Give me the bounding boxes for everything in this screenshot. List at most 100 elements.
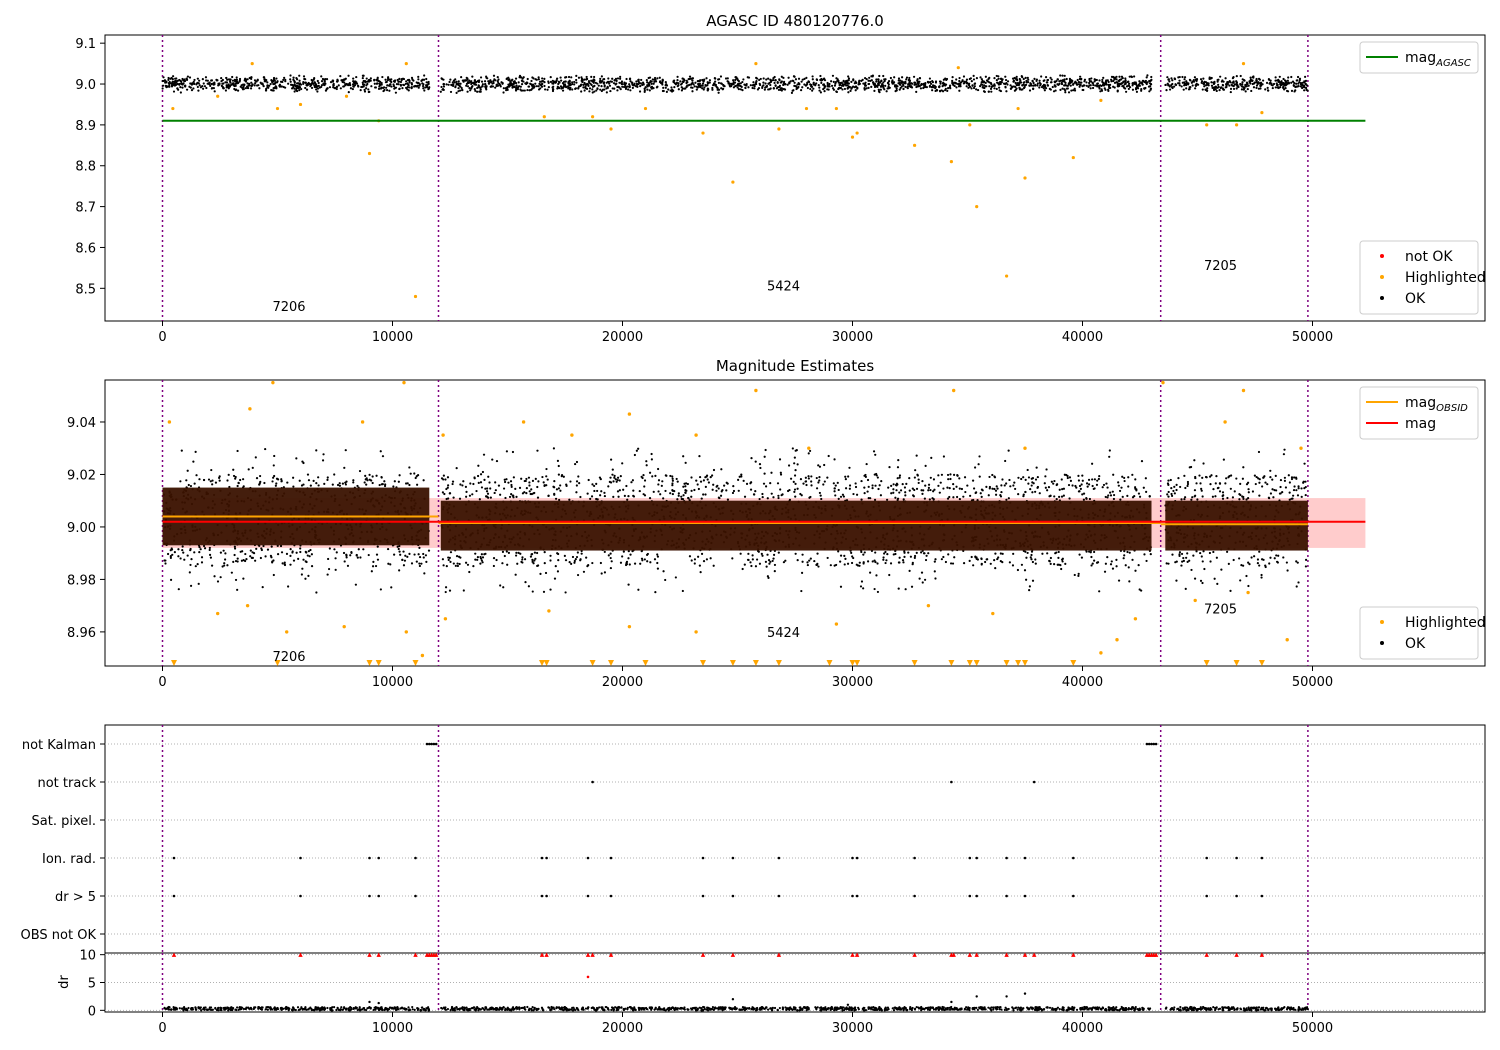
- ok-point: [519, 85, 522, 88]
- ok-point: [855, 81, 858, 85]
- ok-point: [750, 481, 753, 484]
- ok-point: [266, 81, 269, 84]
- highlighted-point: [1260, 111, 1264, 115]
- ok-point: [779, 473, 783, 476]
- ok-point: [181, 545, 184, 548]
- ok-point: [386, 547, 390, 551]
- ok-point: [821, 78, 824, 82]
- ok-point: [280, 480, 283, 483]
- ok-point: [1093, 80, 1096, 83]
- ok-point: [211, 483, 214, 486]
- ok-point: [767, 88, 770, 91]
- ok-point: [406, 88, 409, 91]
- ok-point: [264, 555, 267, 558]
- ok-point: [1116, 89, 1119, 92]
- ok-point: [326, 87, 329, 90]
- ok-point: [766, 553, 769, 556]
- ok-point: [249, 555, 252, 558]
- ok-point: [250, 84, 253, 88]
- ok-point: [1063, 88, 1066, 91]
- ok-point: [662, 86, 665, 89]
- ok-point: [725, 481, 728, 484]
- ok-point: [311, 81, 314, 84]
- ok-point: [573, 83, 576, 86]
- ok-point: [165, 86, 168, 89]
- ok-point: [1115, 78, 1118, 81]
- ok-point: [1117, 481, 1120, 484]
- ok-point: [209, 556, 212, 559]
- ok-point: [442, 474, 445, 477]
- ok-point: [1253, 81, 1256, 84]
- ok-point: [820, 81, 823, 85]
- ok-point: [195, 474, 198, 477]
- ok-point: [1173, 77, 1176, 80]
- ok-point: [664, 86, 667, 89]
- ok-point: [1096, 85, 1099, 88]
- ok-point: [1134, 87, 1138, 90]
- legend-dot-swatch: [1380, 275, 1384, 279]
- ok-point: [1048, 560, 1051, 563]
- ok-point: [749, 488, 753, 491]
- ok-point: [315, 88, 318, 91]
- ok-point: [1043, 89, 1046, 92]
- highlighted-point: [1005, 274, 1009, 278]
- ok-point: [971, 84, 974, 87]
- ok-point: [1060, 567, 1063, 571]
- ok-point: [841, 88, 844, 91]
- highlighted-point: [804, 106, 809, 111]
- ok-point: [793, 75, 796, 78]
- ok-point: [1218, 89, 1221, 92]
- ok-point: [894, 90, 897, 93]
- ok-point: [779, 87, 782, 90]
- ok-point: [1178, 82, 1181, 85]
- ok-point: [534, 477, 537, 480]
- ok-point: [239, 478, 242, 482]
- ok-point: [782, 81, 786, 85]
- ok-point: [1181, 81, 1184, 84]
- ok-point: [238, 77, 242, 81]
- ok-point: [845, 84, 848, 87]
- legend-label: OK: [1405, 291, 1426, 307]
- ok-point: [741, 80, 744, 84]
- ok-point: [1064, 91, 1067, 94]
- ok-point: [1099, 90, 1102, 93]
- ok-point: [205, 79, 208, 82]
- ok-point: [794, 84, 797, 88]
- ok-point: [455, 91, 458, 94]
- ok-point: [583, 89, 586, 92]
- ok-point: [530, 79, 533, 83]
- ok-point: [613, 79, 616, 82]
- ok-point: [210, 564, 214, 567]
- ok-point: [1087, 478, 1091, 481]
- ok-point: [742, 78, 745, 81]
- ok-point: [1006, 80, 1010, 83]
- ok-point: [220, 77, 223, 80]
- ok-point: [203, 85, 207, 88]
- ok-point: [805, 483, 808, 487]
- ok-point: [874, 453, 877, 456]
- ok-point: [1187, 88, 1191, 91]
- ok-point: [1232, 87, 1236, 91]
- legend-label: Highlighted: [1405, 270, 1486, 286]
- ok-point: [482, 453, 486, 456]
- ok-point: [552, 85, 555, 88]
- ok-point: [717, 81, 721, 84]
- ok-point: [932, 490, 935, 493]
- ok-point: [326, 476, 329, 479]
- ok-point: [1190, 81, 1193, 84]
- ok-point: [627, 557, 630, 560]
- ok-point: [315, 591, 318, 594]
- ok-point: [743, 495, 747, 498]
- ok-point: [722, 83, 725, 87]
- ok-point: [631, 86, 634, 89]
- ok-point: [1106, 79, 1109, 82]
- ok-point: [200, 556, 204, 559]
- ok-point: [1235, 83, 1238, 87]
- ok-point: [1183, 78, 1186, 81]
- ok-point: [259, 556, 262, 560]
- ok-point: [1020, 88, 1023, 91]
- ok-point: [161, 87, 164, 90]
- ok-point: [1064, 562, 1067, 565]
- ok-point: [706, 89, 709, 92]
- ok-point: [1088, 497, 1091, 501]
